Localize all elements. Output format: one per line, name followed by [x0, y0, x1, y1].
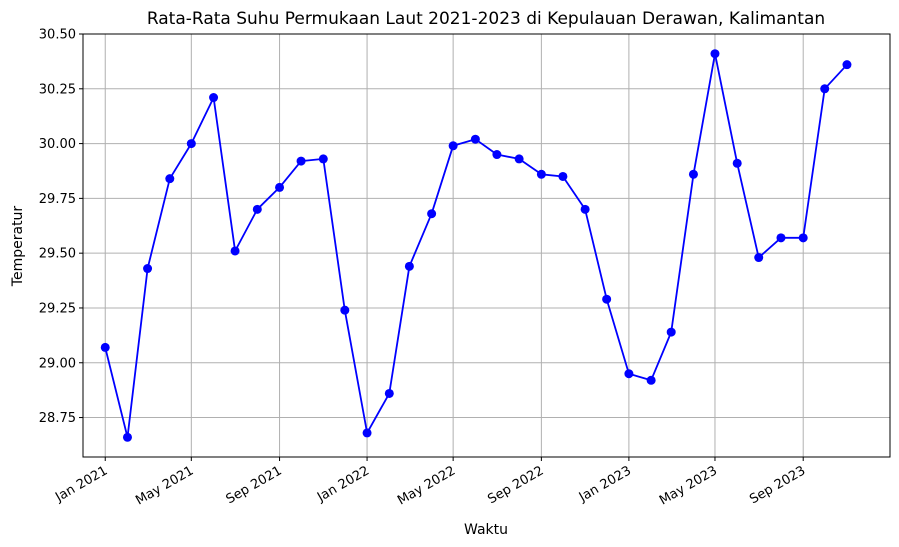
y-axis: 28.75 29.00 29.25 29.50 29.75 30.00 30.25 30.50	[39, 28, 83, 426]
y-tick-label: 29.00	[39, 356, 76, 371]
data-point	[842, 60, 852, 70]
x-tick-label: Sep 2021	[224, 463, 285, 507]
y-tick-label: 29.75	[39, 192, 76, 207]
y-tick-label: 29.50	[39, 247, 76, 262]
y-axis-label: Temperatur	[10, 206, 26, 288]
data-point	[710, 49, 720, 59]
series-line	[104, 52, 848, 439]
x-axis-label: Waktu	[464, 522, 508, 538]
series-line-group	[100, 49, 852, 442]
x-tick-label: May 2022	[395, 463, 458, 508]
data-point	[384, 388, 394, 398]
data-point	[143, 264, 153, 274]
x-tick-label: Jan 2023	[576, 463, 634, 505]
x-axis: Jan 2021 May 2021 Sep 2021 Jan 2022 May 2022…	[52, 457, 808, 509]
data-point	[514, 154, 524, 164]
y-tick-label: 30.25	[39, 82, 76, 97]
data-point	[558, 171, 568, 181]
data-point	[186, 139, 196, 149]
data-point	[820, 84, 830, 94]
data-point	[646, 375, 656, 385]
data-point	[624, 369, 634, 379]
y-tick-label: 29.25	[39, 301, 76, 316]
x-tick-label: May 2023	[657, 463, 720, 508]
x-tick-label: Jan 2021	[52, 463, 110, 505]
data-point	[252, 204, 262, 214]
data-point	[122, 432, 132, 442]
data-point	[492, 150, 502, 160]
data-point	[776, 233, 786, 243]
data-point	[754, 253, 764, 263]
data-point	[165, 174, 175, 184]
data-point	[666, 327, 676, 337]
data-point	[798, 233, 808, 243]
data-point	[427, 209, 437, 219]
y-tick-label: 28.75	[39, 411, 76, 426]
y-tick-label: 30.00	[39, 137, 76, 152]
data-point	[209, 93, 219, 103]
y-tick-label: 30.50	[39, 28, 76, 43]
data-point	[296, 156, 306, 166]
x-tick-label: May 2021	[133, 463, 196, 508]
data-point	[470, 134, 480, 144]
x-tick-label: Sep 2022	[485, 463, 546, 507]
data-point	[732, 158, 742, 168]
chart-title: Rata-Rata Suhu Permukaan Laut 2021-2023 …	[147, 9, 825, 29]
data-point	[602, 294, 612, 304]
data-point	[230, 246, 240, 256]
data-point	[340, 305, 350, 315]
data-point	[362, 428, 372, 438]
data-point	[580, 204, 590, 214]
data-point	[536, 169, 546, 179]
data-point	[404, 261, 414, 271]
grid	[83, 33, 890, 457]
x-tick-label: Jan 2022	[314, 463, 372, 505]
data-point	[100, 342, 110, 352]
data-point	[318, 154, 328, 164]
plot-area-frame	[82, 33, 891, 458]
data-point	[448, 141, 458, 151]
data-point	[275, 182, 285, 192]
x-tick-label: Sep 2023	[747, 463, 808, 507]
data-point	[688, 169, 698, 179]
